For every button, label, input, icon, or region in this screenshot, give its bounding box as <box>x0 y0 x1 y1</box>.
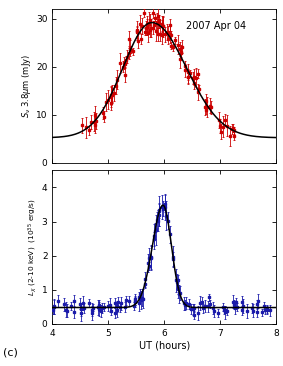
Text: (c): (c) <box>3 347 18 357</box>
Text: 2007 Apr 04: 2007 Apr 04 <box>186 21 246 31</box>
Y-axis label: $L_X$ (2-10 keV)  (10$^{35}$ erg/s): $L_X$ (2-10 keV) (10$^{35}$ erg/s) <box>27 198 39 296</box>
X-axis label: UT (hours): UT (hours) <box>138 340 190 351</box>
Y-axis label: $S_{\nu}$ 3.8$\mu$m (mJy): $S_{\nu}$ 3.8$\mu$m (mJy) <box>20 54 33 118</box>
